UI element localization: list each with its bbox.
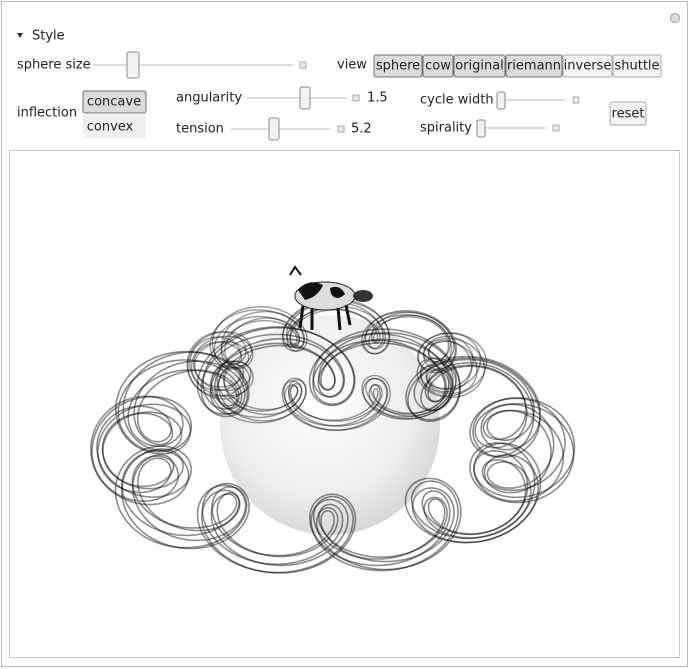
label: cycle width xyxy=(420,93,494,108)
loop-strand xyxy=(91,331,555,572)
button-label[interactable]: convex xyxy=(87,120,134,135)
expand-icon[interactable] xyxy=(552,124,560,132)
reset-button[interactable] xyxy=(609,101,647,126)
close-icon[interactable] xyxy=(670,13,680,23)
loop-strand xyxy=(96,326,565,563)
button[interactable] xyxy=(562,54,613,78)
button[interactable] xyxy=(453,54,506,78)
slider-thumb[interactable] xyxy=(268,117,280,141)
loop-strand xyxy=(190,309,482,431)
knot-curve xyxy=(90,298,576,574)
loop-strand xyxy=(90,328,552,571)
value: 5.2 xyxy=(351,122,372,137)
section-title[interactable]: Style xyxy=(32,29,65,44)
button-label[interactable]: concave xyxy=(87,95,141,110)
expand-icon[interactable] xyxy=(572,96,580,104)
loop-strand xyxy=(189,298,478,422)
label: angularity xyxy=(176,91,242,106)
loop-strand xyxy=(186,300,473,427)
button[interactable] xyxy=(612,54,662,78)
loop-strand xyxy=(101,326,575,566)
label: spirality xyxy=(420,121,472,136)
loop-strand xyxy=(97,338,566,574)
button-label[interactable]: sphere xyxy=(376,59,420,74)
button[interactable] xyxy=(505,54,563,78)
button[interactable] xyxy=(373,54,423,78)
slider-thumb[interactable] xyxy=(496,91,506,110)
button[interactable] xyxy=(422,54,454,78)
button-label[interactable]: original xyxy=(455,59,504,74)
view-buttons: sphere cow original riemann inverse shuttle xyxy=(373,54,662,78)
slider-thumb[interactable] xyxy=(476,119,486,138)
button[interactable] xyxy=(82,90,147,114)
label: sphere size xyxy=(17,58,91,73)
loop-strand xyxy=(192,301,486,424)
cow xyxy=(289,265,373,331)
label: tension xyxy=(176,122,224,137)
button-label[interactable]: riemann xyxy=(507,59,561,74)
loop-strand xyxy=(102,333,576,574)
slider-thumb[interactable] xyxy=(299,86,311,110)
expand-icon[interactable] xyxy=(337,125,345,133)
button-label[interactable]: shuttle xyxy=(614,59,659,74)
sphere xyxy=(220,315,440,535)
slider-thumb[interactable] xyxy=(126,51,140,79)
button-label[interactable]: reset xyxy=(612,107,645,122)
button-label[interactable]: inverse xyxy=(564,59,612,74)
value: 1.5 xyxy=(367,91,388,106)
loop-strand xyxy=(193,305,487,427)
expand-icon[interactable] xyxy=(352,94,360,102)
loop-strand xyxy=(187,305,474,431)
expand-icon[interactable] xyxy=(299,61,307,69)
button-label[interactable]: cow xyxy=(425,59,451,74)
label: view xyxy=(337,58,367,73)
collapse-arrow[interactable] xyxy=(17,33,23,38)
label: inflection xyxy=(17,106,77,121)
button[interactable] xyxy=(83,115,146,138)
